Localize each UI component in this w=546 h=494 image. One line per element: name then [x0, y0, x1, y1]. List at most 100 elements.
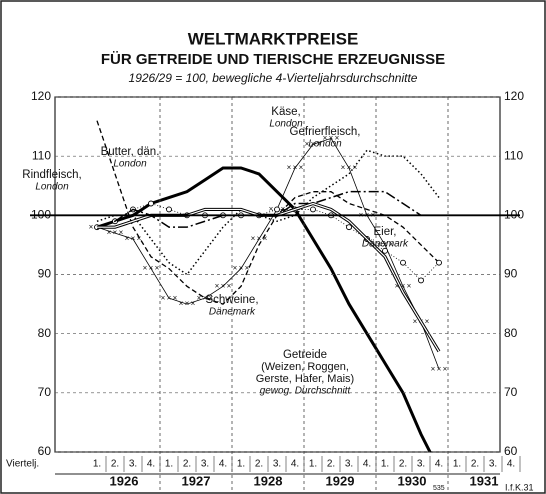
cross-marker: × [179, 299, 184, 308]
cross-marker: × [227, 281, 232, 290]
cross-marker: × [413, 317, 418, 326]
circle-marker [346, 224, 352, 231]
x-tick-label: 2. [327, 459, 335, 470]
series-label: Gefrierfleisch, [290, 126, 361, 138]
y-tick-label: 60 [38, 444, 52, 458]
x-tick-label: 3. [417, 459, 425, 470]
circle-marker [418, 277, 424, 284]
cross-marker: × [377, 240, 382, 249]
cross-marker: × [269, 205, 274, 214]
series-sublabel: Dänemark [362, 239, 409, 250]
cross-marker: × [389, 240, 394, 249]
x-tick-label: 4. [219, 459, 227, 470]
series-group: × ×× × ×× × ×× × ×× × ×× × ×× × ×× × ×× × ×× × ×× ×× × ×× × ×× × ×… [89, 120, 448, 452]
year-label: 1928 [254, 473, 283, 488]
x-tick-label: 1. [453, 459, 461, 470]
chart-note: 1926/29 = 100, bewegliche 4-Vierteljahrs… [129, 71, 418, 85]
series-line [96, 149, 440, 276]
x-tick-label: 1. [237, 459, 245, 470]
x-tick-label: 1. [165, 459, 173, 470]
series-label: Schweine, [205, 294, 258, 306]
cross-marker: × [317, 139, 322, 148]
y-tick-label: 110 [32, 148, 51, 162]
x-tick-label: 2. [111, 459, 119, 470]
cross-marker: × [239, 264, 244, 273]
series-sublabel: Dänemark [209, 307, 256, 318]
cross-marker: × [293, 163, 298, 172]
series-label: Rindfleisch, [22, 169, 81, 181]
series-label: Butter, dän. [101, 146, 160, 158]
cross-marker: × [113, 228, 118, 237]
x-tick-label: 3. [273, 459, 281, 470]
circle-marker [166, 206, 172, 213]
y-tick-label: 90 [38, 267, 52, 281]
cross-marker: × [263, 234, 268, 243]
x-tick-label: 2. [183, 459, 191, 470]
y2-tick-label: 120 [504, 89, 524, 103]
series-line [96, 137, 440, 370]
cross-marker: × [257, 234, 262, 243]
series-line [96, 166, 432, 452]
cross-marker: × [425, 317, 430, 326]
x-tick-label: 4. [147, 459, 155, 470]
cross-marker: × [221, 281, 226, 290]
x-tick-label: 1. [93, 459, 101, 470]
cross-marker: × [305, 139, 310, 148]
circle-marker [400, 259, 406, 266]
source: I.f.K.31 [505, 482, 534, 492]
y2-tick-label: 80 [504, 326, 518, 340]
y2-tick-label: 90 [504, 267, 518, 281]
cross-marker: × [299, 163, 304, 172]
cross-marker: × [209, 293, 214, 302]
cross-marker: × [431, 364, 436, 373]
cross-marker: × [185, 299, 190, 308]
cross-marker: × [407, 281, 412, 290]
cross-marker: × [191, 299, 196, 308]
series-sublabel: London [35, 182, 69, 193]
cross-marker: × [281, 205, 286, 214]
x-tick-label: 4. [291, 459, 299, 470]
cross-marker: × [149, 264, 154, 273]
footnote: 535 [433, 485, 445, 492]
y2-tick-label: 110 [504, 148, 523, 162]
y-tick-label: 70 [38, 385, 52, 399]
year-label: 1926 [110, 473, 139, 488]
series-label: Eier, [373, 226, 396, 238]
circle-marker [382, 247, 388, 254]
cross-marker: × [131, 234, 136, 243]
cross-marker: × [197, 293, 202, 302]
cross-marker: × [383, 240, 388, 249]
circle-marker [310, 206, 316, 213]
series-label-line: Gerste, Hafer, Mais) [256, 373, 354, 385]
year-label: 1929 [326, 473, 355, 488]
x-tick-label: 1. [381, 459, 389, 470]
cross-marker: × [215, 281, 220, 290]
cross-marker: × [401, 281, 406, 290]
cross-marker: × [143, 264, 148, 273]
cross-marker: × [107, 228, 112, 237]
y-tick-label: 80 [38, 326, 52, 340]
series-line [96, 120, 440, 305]
y2-tick-label: 60 [504, 444, 518, 458]
cross-marker: × [89, 222, 94, 231]
cross-marker: × [245, 264, 250, 273]
x-tick-label: 3. [201, 459, 209, 470]
cross-marker: × [119, 228, 124, 237]
x-tick-label: 4. [435, 459, 443, 470]
x-tick-label: 3. [129, 459, 137, 470]
series-sublabel: London [308, 139, 342, 150]
cross-marker: × [437, 364, 442, 373]
x-tick-label: 2. [471, 459, 479, 470]
series-line [96, 190, 422, 228]
y-tick-label: 120 [31, 89, 51, 103]
x-tick-label: 4. [507, 459, 515, 470]
cross-marker: × [353, 163, 358, 172]
series-sublabel: London [113, 159, 147, 170]
series-label: Getreide [283, 349, 327, 361]
circle-marker [274, 206, 280, 213]
cross-marker: × [443, 364, 448, 373]
x-tick-label: 3. [489, 459, 497, 470]
series-label-line: (Weizen, Roggen, [261, 361, 349, 373]
cross-marker: × [329, 134, 334, 143]
